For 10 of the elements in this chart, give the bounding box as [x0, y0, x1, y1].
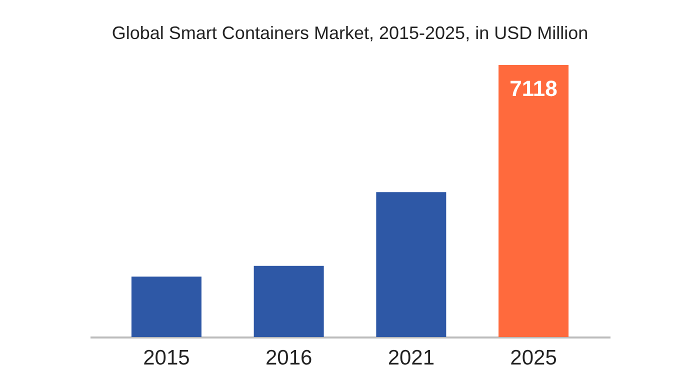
x-tick-label: 2016	[265, 346, 312, 370]
bar	[254, 266, 324, 337]
x-tick-label: 2021	[388, 346, 435, 370]
bar	[131, 276, 202, 337]
data-label: 7118	[510, 76, 558, 101]
chart-title: Global Smart Containers Market, 2015-2025, in USD Million	[112, 23, 588, 43]
x-tick-label: 2025	[510, 346, 557, 370]
bar	[376, 192, 446, 337]
bar	[498, 65, 569, 337]
x-tick-label: 2015	[143, 346, 190, 370]
